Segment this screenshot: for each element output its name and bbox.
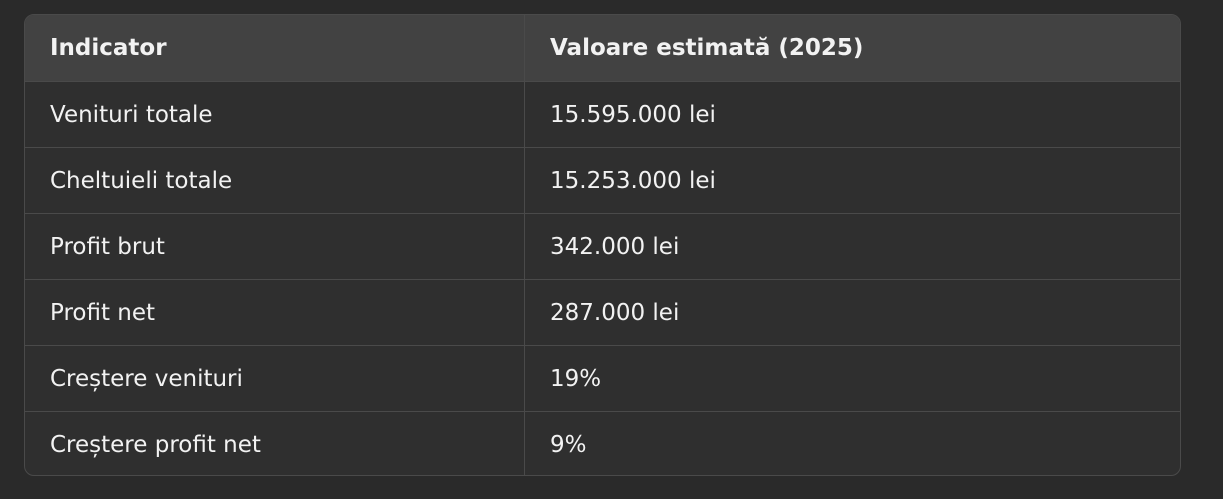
- table-cell: Profit brut: [25, 213, 525, 280]
- table-cell: 287.000 lei: [524, 279, 1180, 346]
- table-container: Indicator Valoare estimată (2025) Venitur…: [24, 14, 1181, 476]
- header-cell: Indicator: [25, 15, 525, 82]
- table-row: Cheltuieli totale 15.253.000 lei: [25, 147, 1180, 214]
- header-cell: Valoare estimată (2025): [524, 15, 1180, 82]
- header-row: Indicator Valoare estimată (2025): [25, 15, 1180, 82]
- table-cell: 15.595.000 lei: [524, 81, 1180, 148]
- table-row: Profit brut 342.000 lei: [25, 213, 1180, 280]
- table-row: Creștere venituri 19%: [25, 345, 1180, 412]
- table-cell: Cheltuieli totale: [25, 147, 525, 214]
- table-row: Venituri totale 15.595.000 lei: [25, 81, 1180, 148]
- table-cell: 9%: [550, 431, 587, 458]
- table-cell: Creștere profit net: [25, 411, 525, 475]
- table-row: Creștere profit net 9%: [25, 411, 1180, 475]
- table-row: Profit net 287.000 lei: [25, 279, 1180, 346]
- table-cell: 15.253.000 lei: [524, 147, 1180, 214]
- table-cell: Profit net: [25, 279, 525, 346]
- table-cell: 342.000 lei: [524, 213, 1180, 280]
- table-cell: Venituri totale: [25, 81, 525, 148]
- table: Indicator Valoare estimată (2025) Venitur…: [25, 15, 1180, 475]
- table-cell: Creștere venituri: [25, 345, 525, 412]
- table-cell: 19%: [524, 345, 1180, 412]
- table-body: Venituri totale 15.595.000 lei Cheltuieli …: [25, 81, 1180, 475]
